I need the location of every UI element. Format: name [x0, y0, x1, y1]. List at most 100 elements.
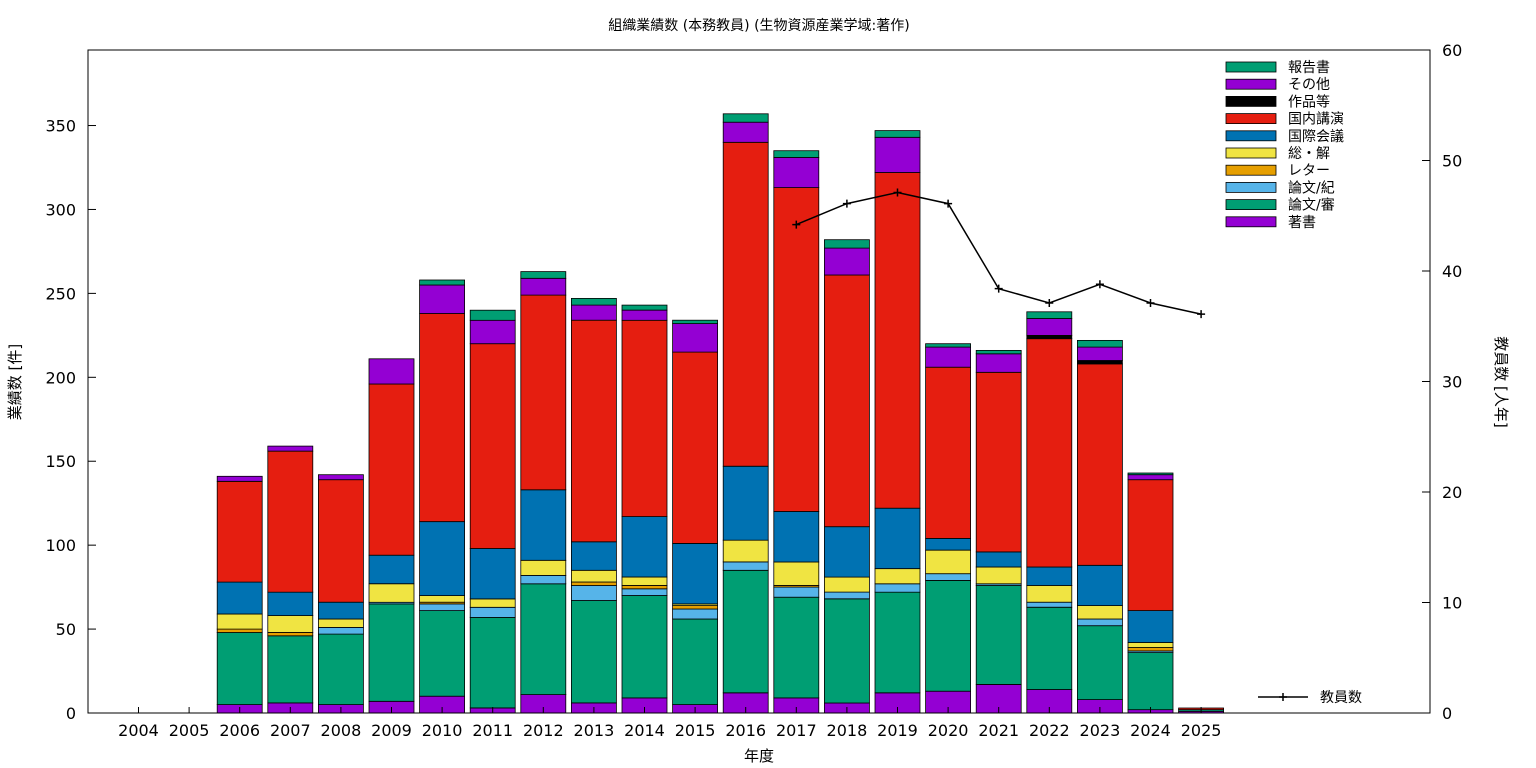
bar-segment-2018-4: [824, 576, 870, 593]
bar-segment-2014-2: [621, 588, 668, 596]
bar-segment-2013-3: [571, 581, 617, 586]
legend-label: 作品等: [1288, 93, 1330, 110]
bar-segment-2018-9: [824, 239, 870, 249]
bar-segment-2014-3: [621, 585, 668, 590]
bar-segment-2016-8: [722, 121, 769, 143]
y2-tick-label: 10: [1442, 594, 1462, 613]
bar-segment-2012-8: [520, 277, 567, 296]
bar-segment-2015-2: [672, 608, 718, 620]
legend-swatch: [1225, 130, 1277, 142]
y2-tick-label: 40: [1442, 262, 1462, 281]
x-tick-label: 2015: [675, 721, 716, 740]
legend-label: その他: [1288, 77, 1330, 93]
line-point-marker: [1045, 299, 1054, 308]
bar-segment-2018-2: [824, 591, 870, 600]
legend-label: 論文/紀: [1288, 180, 1335, 196]
bar-segment-2017-4: [773, 561, 820, 586]
bar-segment-2009-4: [368, 583, 415, 603]
bar-segment-2017-2: [773, 586, 820, 598]
bar-segment-2010-5: [419, 521, 466, 597]
x-axis-label: 年度: [744, 747, 774, 765]
bar-segment-2012-1: [520, 583, 567, 695]
bar-segment-2022-6: [1026, 338, 1073, 568]
bar-segment-2018-6: [824, 274, 870, 528]
bar-segment-2006-4: [216, 613, 263, 630]
bar-segment-2013-2: [571, 585, 617, 601]
bar-segment-2016-5: [722, 465, 769, 541]
bar-segment-2024-6: [1127, 479, 1174, 612]
bar-segment-2007-3: [267, 632, 314, 637]
bar-segment-2021-8: [975, 353, 1022, 373]
bar-segment-2011-4: [469, 598, 516, 608]
bar-segment-2015-8: [672, 323, 718, 353]
bar-segment-2011-9: [469, 309, 516, 321]
line-point-marker: [1197, 310, 1206, 319]
legend-line-marker: [1279, 693, 1287, 701]
x-tick-label: 2010: [422, 721, 463, 740]
legend-swatch: [1225, 96, 1277, 107]
line-point-marker: [1146, 299, 1155, 308]
line-layer: [792, 188, 1206, 319]
bar-segment-2012-6: [520, 294, 567, 491]
bar-segment-2015-9: [672, 319, 718, 325]
x-tick-label: 2016: [725, 721, 766, 740]
legend-swatch: [1225, 113, 1277, 124]
legend-swatch: [1225, 78, 1277, 90]
bar-segment-2022-5: [1026, 566, 1073, 586]
x-tick-label: 2024: [1130, 721, 1171, 740]
bar-segment-2020-5: [925, 538, 971, 551]
bar-segment-2024-5: [1127, 610, 1174, 643]
x-tick-label: 2012: [523, 721, 564, 740]
line-point-marker: [994, 284, 1003, 293]
bar-segment-2024-1: [1127, 652, 1174, 711]
x-tick-label: 2005: [169, 721, 210, 740]
bar-segment-2012-4: [520, 559, 567, 576]
bar-segment-2008-4: [317, 618, 364, 628]
bar-segment-2017-6: [773, 187, 820, 512]
x-tick-label: 2008: [321, 721, 362, 740]
bar-segment-2019-9: [874, 130, 921, 138]
x-tick-label: 2007: [270, 721, 311, 740]
bar-segment-2011-5: [469, 548, 516, 600]
bar-segment-2013-9: [571, 297, 617, 306]
y2-tick-label: 0: [1442, 704, 1452, 723]
x-tick-label: 2025: [1181, 721, 1222, 740]
bar-segment-2014-5: [621, 516, 668, 578]
bar-segment-2014-9: [621, 304, 668, 311]
bar-segment-2020-9: [925, 343, 971, 348]
bar-segment-2012-5: [520, 489, 567, 561]
line-point-marker: [1095, 280, 1104, 289]
bar-segment-2012-9: [520, 271, 567, 279]
x-tick-label: 2011: [472, 721, 513, 740]
bar-segment-2013-1: [571, 600, 617, 704]
bar-segment-2024-4: [1127, 642, 1174, 648]
legend-label: 総・解: [1288, 146, 1330, 162]
bar-segment-2015-1: [672, 618, 718, 705]
bar-segment-2014-8: [621, 309, 668, 321]
x-tick-label: 2017: [776, 721, 817, 740]
bar-segment-2009-8: [368, 358, 415, 385]
y2-axis-label: 教員数 [人年]: [1492, 336, 1510, 427]
axes-layer: 0 50 100 150 200 250 300 350 0 10 20 30 40 50 60 2004 20…: [45, 41, 1462, 740]
bar-segment-2022-1: [1026, 606, 1073, 690]
bar-segment-2020-1: [925, 580, 971, 692]
bar-segment-2008-5: [317, 601, 364, 620]
bar-segment-2013-8: [571, 304, 617, 321]
y-tick-label: 250: [45, 284, 76, 303]
bar-segment-2020-2: [925, 573, 971, 581]
bar-segment-2020-6: [925, 366, 971, 539]
bar-segment-2023-9: [1077, 339, 1123, 348]
bar-segment-2011-8: [469, 319, 516, 345]
x-tick-label: 2013: [574, 721, 615, 740]
bar-segment-2010-9: [419, 279, 466, 286]
bar-segment-2019-8: [874, 136, 921, 173]
bar-segment-2011-6: [469, 343, 516, 549]
bar-segment-2020-4: [925, 549, 971, 575]
bar-segment-2024-3: [1127, 647, 1174, 652]
bar-segment-2008-8: [317, 474, 364, 481]
bar-segment-2013-5: [571, 541, 617, 571]
bar-segment-2019-1: [874, 591, 921, 694]
x-tick-label: 2018: [827, 721, 868, 740]
